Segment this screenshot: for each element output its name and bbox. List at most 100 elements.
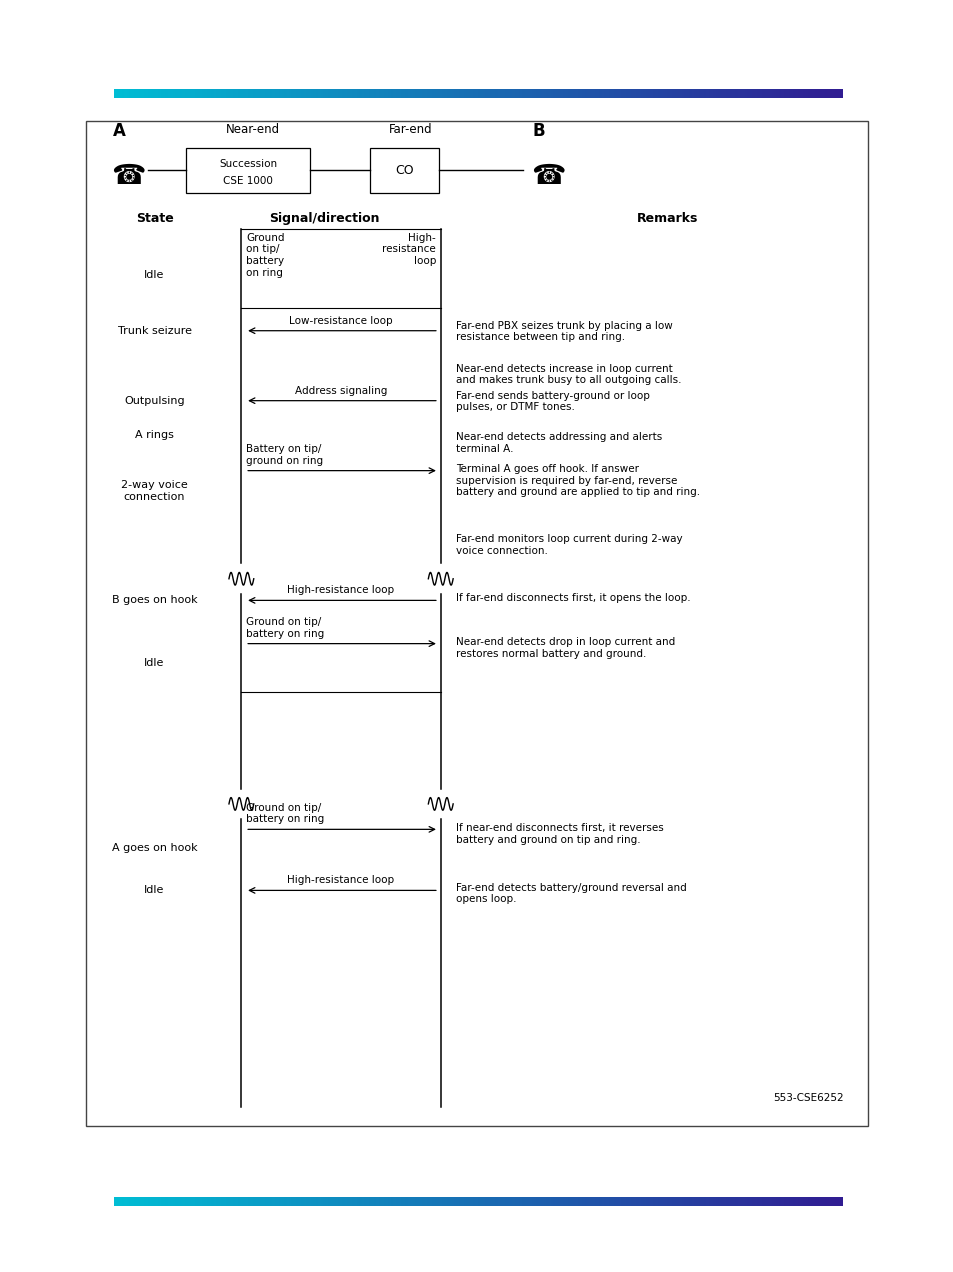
- Bar: [270, 89, 273, 98]
- Bar: [793, 89, 796, 98]
- Bar: [432, 1197, 436, 1206]
- Bar: [402, 1197, 406, 1206]
- Bar: [160, 89, 164, 98]
- Bar: [254, 1197, 258, 1206]
- Bar: [122, 1197, 125, 1206]
- Bar: [386, 1197, 389, 1206]
- Bar: [700, 1197, 704, 1206]
- Bar: [807, 89, 810, 98]
- Bar: [667, 89, 670, 98]
- Bar: [659, 1197, 662, 1206]
- Bar: [705, 89, 709, 98]
- Bar: [763, 89, 767, 98]
- Bar: [655, 1197, 658, 1206]
- Bar: [240, 1197, 244, 1206]
- Bar: [168, 89, 171, 98]
- Bar: [308, 1197, 312, 1206]
- Bar: [741, 1197, 745, 1206]
- Bar: [265, 1197, 268, 1206]
- Bar: [136, 89, 139, 98]
- Text: A: A: [112, 122, 126, 140]
- Bar: [746, 1197, 750, 1206]
- Text: B goes on hook: B goes on hook: [112, 595, 197, 605]
- Bar: [587, 89, 590, 98]
- Bar: [504, 1197, 508, 1206]
- Bar: [582, 89, 585, 98]
- Bar: [831, 89, 835, 98]
- Bar: [279, 89, 282, 98]
- Bar: [785, 1197, 789, 1206]
- Bar: [456, 89, 459, 98]
- Bar: [456, 1197, 459, 1206]
- Bar: [415, 1197, 418, 1206]
- Bar: [657, 1197, 660, 1206]
- Bar: [776, 1197, 779, 1206]
- Bar: [625, 89, 629, 98]
- Bar: [691, 89, 694, 98]
- Bar: [829, 89, 832, 98]
- Text: Far-end detects battery/ground reversal and
opens loop.: Far-end detects battery/ground reversal …: [456, 883, 686, 904]
- Bar: [815, 1197, 818, 1206]
- Bar: [551, 1197, 554, 1206]
- Bar: [754, 1197, 758, 1206]
- Bar: [257, 89, 260, 98]
- Bar: [572, 1197, 576, 1206]
- Bar: [221, 89, 224, 98]
- Bar: [517, 1197, 519, 1206]
- Bar: [352, 1197, 355, 1206]
- Text: Far-end monitors loop current during 2-way
voice connection.: Far-end monitors loop current during 2-w…: [456, 534, 682, 556]
- Bar: [713, 89, 716, 98]
- Bar: [526, 89, 530, 98]
- Bar: [347, 1197, 351, 1206]
- Bar: [642, 89, 646, 98]
- Bar: [826, 1197, 830, 1206]
- Bar: [335, 1197, 338, 1206]
- Bar: [427, 1197, 430, 1206]
- Bar: [722, 1197, 726, 1206]
- Bar: [686, 1197, 689, 1206]
- Bar: [254, 89, 258, 98]
- Bar: [371, 1197, 375, 1206]
- Text: Idle: Idle: [144, 885, 165, 895]
- Bar: [482, 1197, 486, 1206]
- Bar: [207, 1197, 210, 1206]
- Bar: [223, 89, 227, 98]
- Bar: [466, 89, 469, 98]
- Bar: [490, 1197, 494, 1206]
- Bar: [778, 1197, 781, 1206]
- Bar: [800, 1197, 803, 1206]
- Text: B: B: [532, 122, 545, 140]
- Bar: [691, 1197, 694, 1206]
- Bar: [158, 89, 161, 98]
- Bar: [831, 1197, 835, 1206]
- Bar: [366, 89, 370, 98]
- Bar: [165, 1197, 169, 1206]
- Bar: [715, 89, 719, 98]
- Bar: [231, 89, 234, 98]
- Bar: [534, 89, 537, 98]
- Text: Far-end PBX seizes trunk by placing a low
resistance between tip and ring.: Far-end PBX seizes trunk by placing a lo…: [456, 321, 672, 342]
- Bar: [294, 1197, 297, 1206]
- Bar: [323, 1197, 326, 1206]
- Bar: [276, 89, 280, 98]
- Bar: [286, 89, 290, 98]
- Bar: [839, 89, 842, 98]
- Bar: [318, 1197, 321, 1206]
- Bar: [342, 1197, 345, 1206]
- Bar: [609, 89, 612, 98]
- Bar: [182, 89, 186, 98]
- Text: Idle: Idle: [144, 658, 165, 668]
- Bar: [757, 1197, 760, 1206]
- Bar: [751, 1197, 755, 1206]
- Bar: [235, 1197, 239, 1206]
- Bar: [260, 89, 263, 98]
- Bar: [196, 1197, 200, 1206]
- Text: Near-end: Near-end: [226, 123, 279, 136]
- Bar: [204, 1197, 208, 1206]
- Bar: [127, 89, 130, 98]
- Bar: [330, 1197, 334, 1206]
- Bar: [773, 1197, 777, 1206]
- Bar: [725, 1197, 728, 1206]
- Bar: [163, 89, 166, 98]
- Bar: [272, 1197, 275, 1206]
